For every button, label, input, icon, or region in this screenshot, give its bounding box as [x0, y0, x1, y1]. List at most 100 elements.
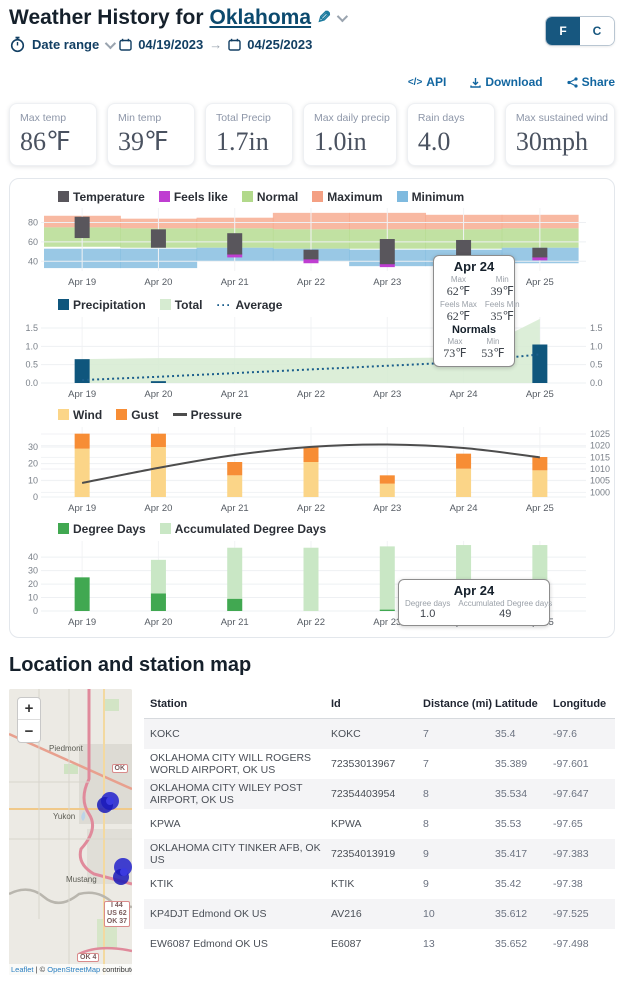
chart-canvas-precipitation[interactable]: 0.0 0.5 1.0 1.5 Apr 19 Apr 20 Apr 21 Apr 22 Apr …: [16, 313, 612, 403]
legend-item-average[interactable]: ··· Average: [216, 298, 282, 312]
svg-text:Apr 19: Apr 19: [68, 503, 96, 514]
table-row[interactable]: KTIK KTIK 9 35.42 -97.38: [144, 869, 615, 899]
table-cell: 7: [423, 728, 429, 740]
chart-wind: Wind Gust Pressure 0 10 20 30 Apr 19 Apr 20 Apr 2…: [16, 405, 610, 517]
chart-canvas-temperature[interactable]: 40 60 80 Apr 19 Apr 20 Apr 21 Apr 22 Apr 23 Apr …: [16, 205, 612, 293]
legend-item-normal[interactable]: Normal: [241, 189, 299, 204]
table-row[interactable]: KP4DJT Edmond OK US AV216 10 35.612 -97.525: [144, 899, 615, 929]
column-header[interactable]: Id: [331, 697, 341, 710]
table-cell: 35.4: [495, 728, 516, 740]
share-link[interactable]: Share: [567, 75, 615, 89]
svg-text:Apr 22: Apr 22: [297, 277, 325, 288]
table-cell: KTIK: [150, 878, 174, 890]
osm-link[interactable]: OpenStreetMap: [47, 965, 101, 974]
chevron-down-icon[interactable]: [337, 10, 349, 23]
table-cell: -97.65: [553, 818, 583, 830]
column-header[interactable]: Latitude: [495, 697, 538, 710]
actions-row: </> API Download Share: [9, 75, 615, 89]
table-cell: KOKC: [331, 728, 361, 740]
section-title: Location and station map: [9, 654, 252, 676]
degree-days-tooltip: Apr 24 Degree days Accumulated Degree da…: [398, 579, 552, 626]
table-cell: 35.652: [495, 938, 528, 950]
legend-swatch: [58, 409, 69, 420]
legend-item-accumulated-degree-days[interactable]: Accumulated Degree Days: [159, 522, 326, 536]
fahrenheit-button[interactable]: F: [546, 17, 580, 45]
column-header[interactable]: Longitude: [553, 697, 607, 710]
svg-text:Apr 22: Apr 22: [297, 617, 325, 628]
legend-item-wind[interactable]: Wind: [58, 408, 102, 422]
svg-text:Apr 21: Apr 21: [221, 617, 249, 628]
date-range-chevron-icon[interactable]: [104, 37, 117, 49]
map-label-piedmont: Piedmont: [49, 744, 83, 753]
legend-item-precipitation[interactable]: Precipitation: [58, 298, 146, 312]
svg-text:0.0: 0.0: [590, 378, 603, 388]
tooltip-date: Apr 24: [453, 583, 495, 598]
legend-item-degree-days[interactable]: Degree Days: [58, 522, 146, 536]
stat-label: Max temp: [20, 112, 67, 124]
zoom-out-button[interactable]: −: [24, 722, 34, 740]
table-row[interactable]: KPWA KPWA 8 35.53 -97.65: [144, 809, 615, 839]
table-cell: -97.383: [553, 848, 589, 860]
svg-text:Apr 22: Apr 22: [297, 503, 325, 514]
station-cluster-marker[interactable]: [113, 858, 132, 885]
legend-item-minimum[interactable]: Minimum: [396, 189, 465, 204]
svg-text:30: 30: [28, 442, 38, 452]
table-row[interactable]: OKLAHOMA CITY TINKER AFB, OK US 723540139…: [144, 839, 615, 869]
table-row[interactable]: OKLAHOMA CITY WILL ROGERS WORLD AIRPORT,…: [144, 749, 615, 779]
stat-value: 39℉: [117, 127, 169, 156]
date-arrow: →: [209, 37, 223, 52]
table-cell: KPWA: [331, 818, 362, 830]
zoom-in-button[interactable]: +: [18, 698, 40, 720]
legend-item-feels-like[interactable]: Feels like: [158, 190, 228, 204]
table-cell: KP4DJT Edmond OK US: [150, 908, 267, 920]
map-label-mustang: Mustang: [66, 875, 97, 884]
table-cell: 35.53: [495, 818, 522, 830]
station-table: Station Id Distance (mi) Latitude Longitude K…: [144, 689, 615, 975]
legend-swatch: [58, 523, 69, 534]
table-row[interactable]: EW6087 Edmond OK US E6087 13 35.652 -97.498: [144, 929, 615, 959]
table-cell: OKLAHOMA CITY TINKER AFB, OK US: [150, 842, 321, 866]
api-label: API: [426, 75, 447, 89]
legend-label: Maximum: [327, 189, 383, 204]
station-map[interactable]: + − Piedmont Yukon Mustang OK I 44 US 62 O…: [9, 689, 132, 975]
leaflet-link[interactable]: Leaflet: [11, 965, 34, 974]
location-link[interactable]: Oklahoma: [209, 6, 312, 29]
legend-label: Temperature: [73, 189, 145, 204]
svg-text:1025: 1025: [590, 429, 610, 439]
edit-pencil-icon[interactable]: ✎: [317, 8, 332, 27]
stat-label: Total Precip: [215, 112, 271, 124]
svg-text:80: 80: [28, 218, 38, 228]
svg-text:Apr 25: Apr 25: [526, 277, 554, 288]
legend-item-total[interactable]: Total: [159, 298, 202, 312]
legend-label: Normal: [256, 189, 299, 204]
legend-item-temperature[interactable]: Temperature: [58, 190, 145, 204]
road-shield-ok: OK: [111, 764, 128, 773]
legend-item-gust[interactable]: Gust: [116, 408, 159, 422]
table-row[interactable]: KOKC KOKC 7 35.4 -97.6: [144, 719, 615, 749]
date-start-input[interactable]: 04/19/2023: [138, 37, 204, 52]
share-label: Share: [581, 75, 615, 89]
column-header[interactable]: Station: [150, 697, 188, 710]
api-link[interactable]: </> API: [408, 75, 446, 89]
svg-text:1005: 1005: [590, 476, 610, 486]
celsius-button[interactable]: C: [580, 17, 614, 45]
svg-text:Apr 20: Apr 20: [144, 277, 172, 288]
chart-precipitation: Precipitation Total ··· Average 0.0 0.5 1.0 1.5…: [16, 295, 610, 403]
legend-item-maximum[interactable]: Maximum: [312, 189, 383, 204]
column-header[interactable]: Distance (mi): [423, 697, 493, 710]
temperature-tooltip: Apr 24 Max Min 62℉ 39℉ Feels Max Feels M…: [433, 255, 520, 367]
download-link[interactable]: Download: [470, 75, 543, 89]
legend-label: Average: [235, 297, 283, 312]
legend-label: Minimum: [411, 189, 465, 204]
legend-item-pressure[interactable]: Pressure: [172, 408, 242, 422]
svg-text:0: 0: [33, 492, 38, 502]
tooltip-date: Apr 24: [453, 259, 495, 274]
legend-swatch: [158, 191, 170, 202]
svg-text:1015: 1015: [590, 452, 610, 462]
station-cluster-marker[interactable]: [97, 792, 119, 813]
date-range-label[interactable]: Date range: [32, 37, 100, 52]
date-end-input[interactable]: 04/25/2023: [247, 37, 313, 52]
legend-swatch: [159, 523, 171, 534]
table-row[interactable]: OKLAHOMA CITY WILEY POST AIRPORT, OK US 7…: [144, 779, 615, 809]
